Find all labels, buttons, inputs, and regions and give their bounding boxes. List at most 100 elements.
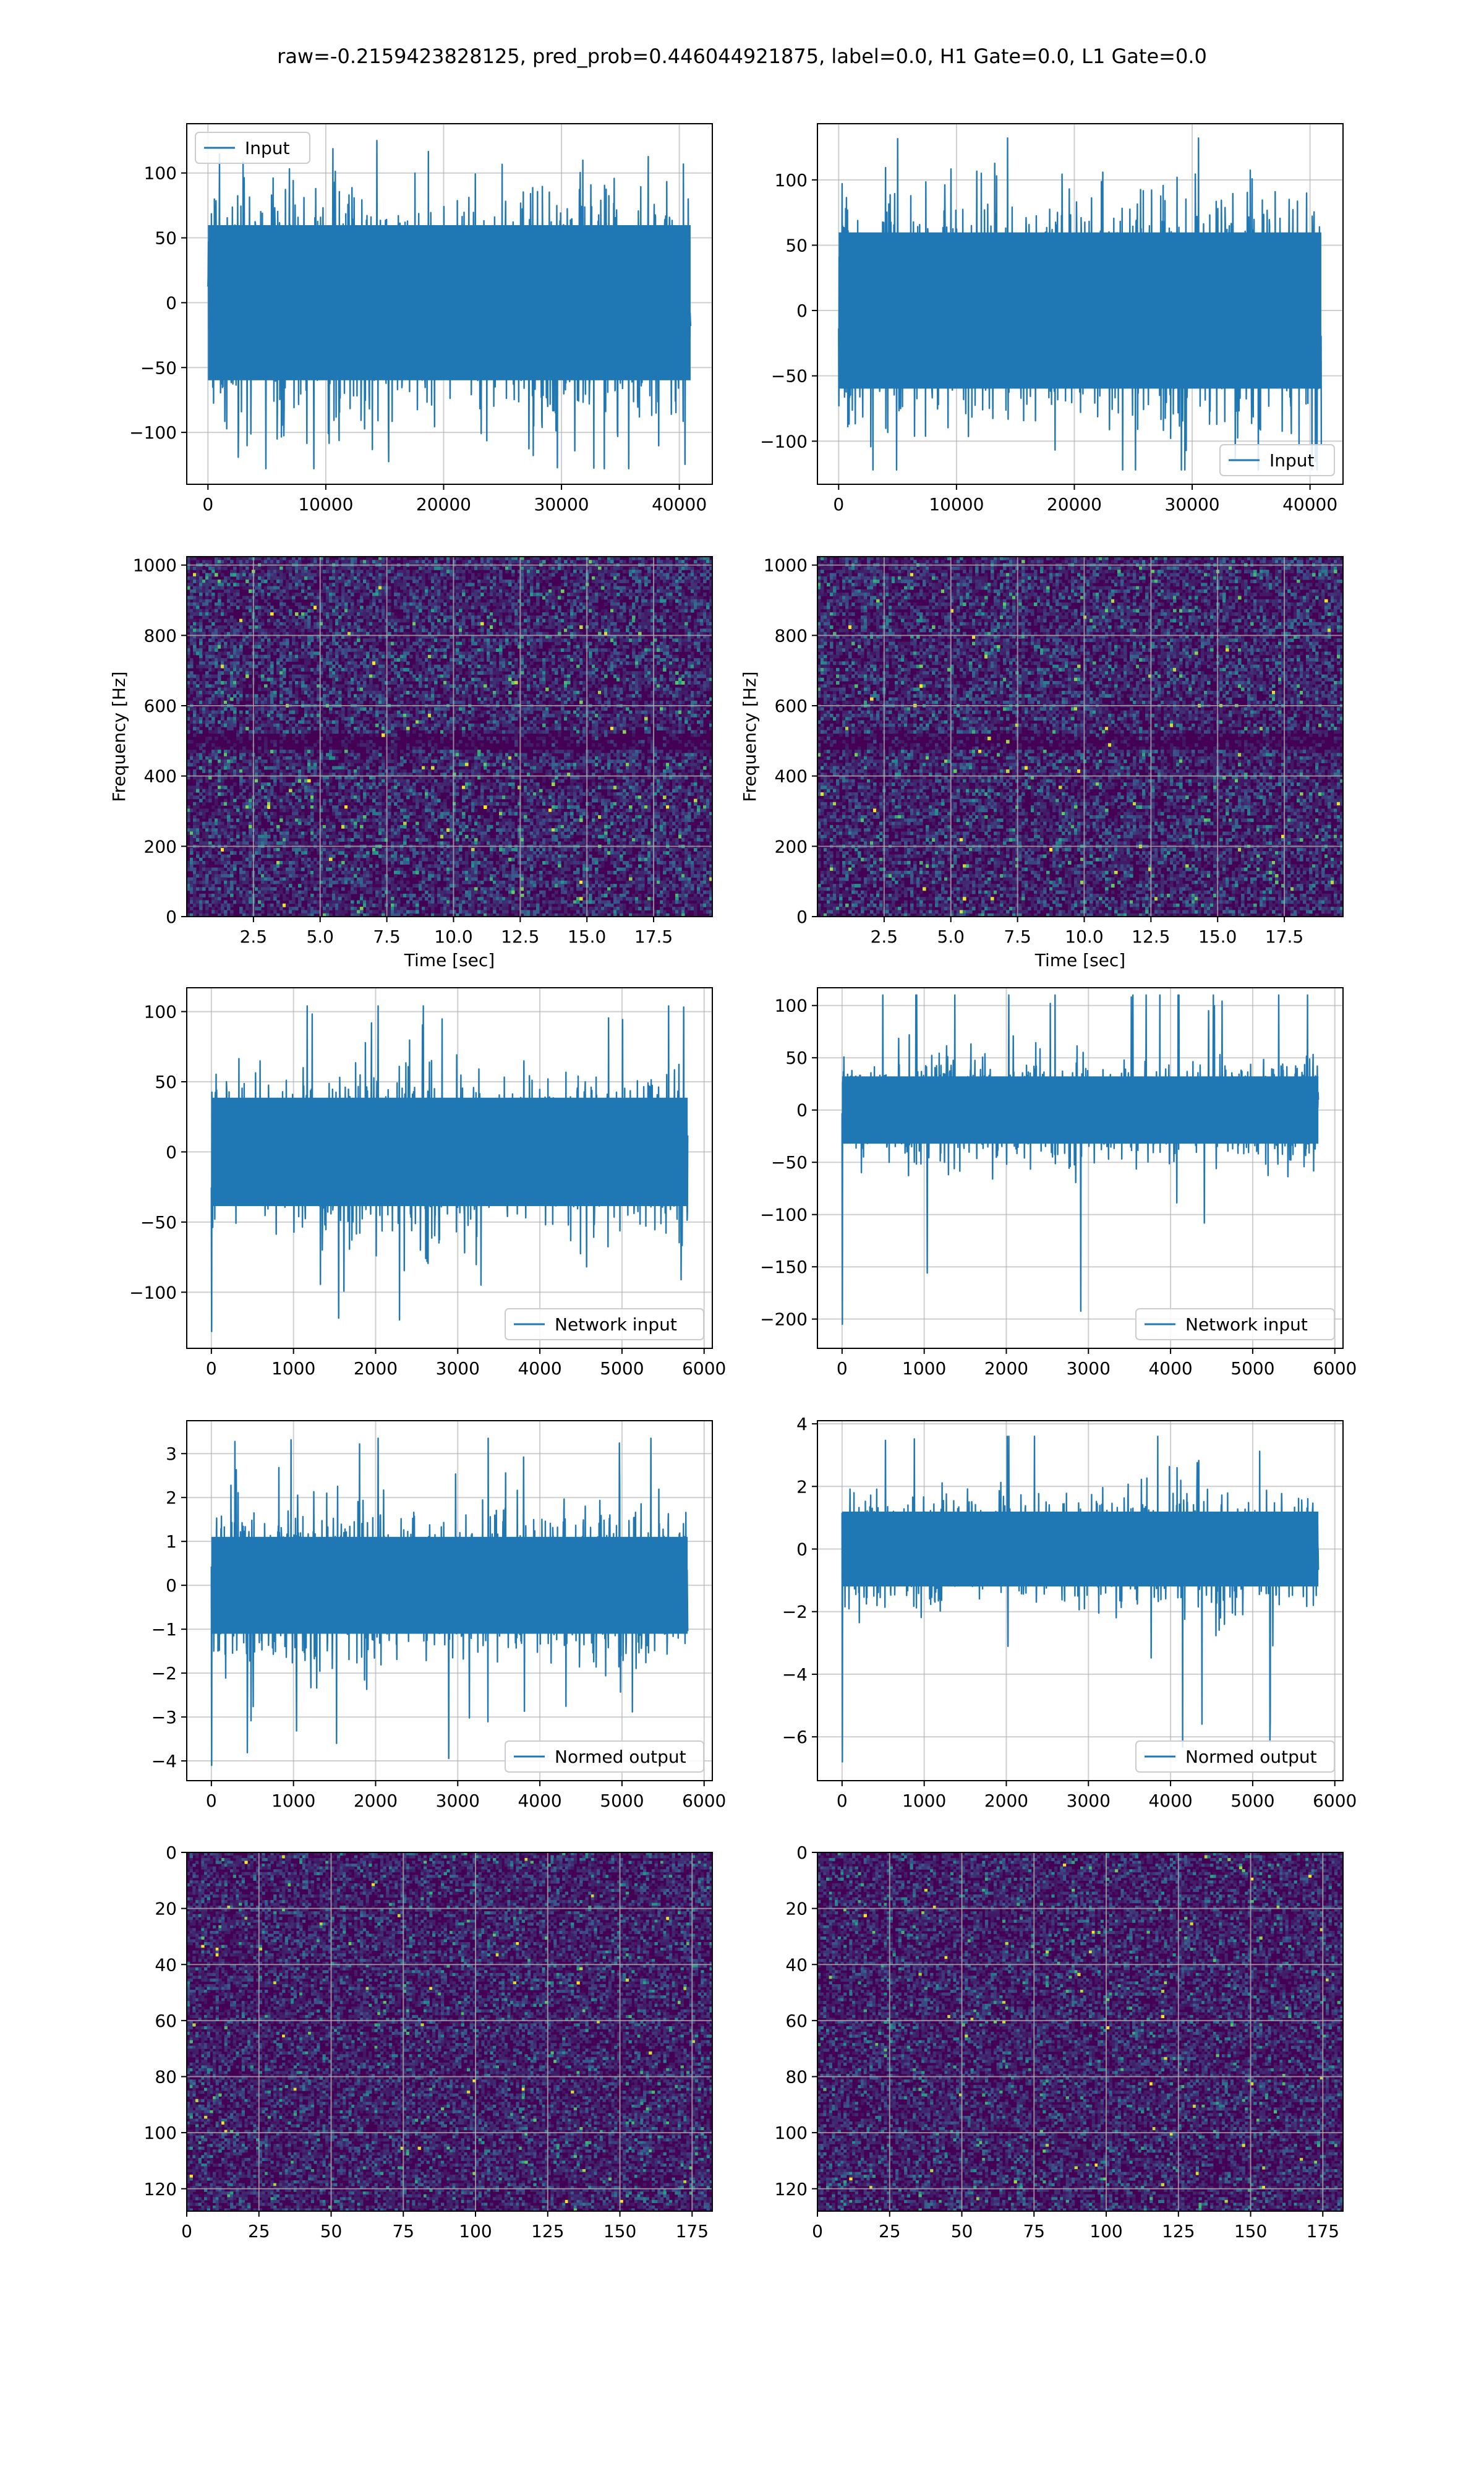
y-tick-label: −3 (151, 1707, 177, 1727)
y-tick-label: 600 (775, 696, 808, 716)
y-tick-label: 50 (785, 235, 808, 255)
y-tick-label: 60 (155, 2011, 177, 2031)
y-tick-label: 20 (785, 1899, 808, 1919)
x-axis-label: Time [sec] (404, 950, 495, 970)
y-tick-label: −100 (760, 431, 808, 452)
y-tick-label: 100 (775, 2123, 808, 2143)
y-tick-label: 1000 (133, 555, 177, 576)
h1-network-input-axes-frame (186, 987, 713, 1349)
h1-input-chart: 0 10000 20000 30000 40000 −100 −50 0 50 100 Input (129, 123, 713, 515)
l1-network-image-axes-frame (817, 1852, 1344, 2212)
y-tick-label: 1 (166, 1531, 177, 1552)
l1-input-series-core (838, 232, 1321, 389)
h1-network-input-legend: Network input (505, 1308, 704, 1340)
x-tick-label: 5.0 (937, 927, 965, 947)
y-tick-label: −100 (129, 1282, 177, 1303)
h1-network-input-series-core (211, 1097, 688, 1207)
x-tick-label: 4000 (1148, 1358, 1192, 1379)
l1-spectrogram-chart: 2.5 5.0 7.5 10.0 12.5 15.0 17.5 0 200 400 600 800 10… (740, 555, 1344, 970)
l1-normed-output-series-core (842, 1511, 1319, 1587)
x-tick-label: 0 (181, 2221, 192, 2241)
y-tick-label: −200 (760, 1309, 808, 1330)
x-tick-label: 5.0 (306, 927, 334, 947)
y-tick-label: 0 (796, 301, 808, 321)
x-tick-label: 1000 (271, 1358, 315, 1379)
h1-spectrogram-cells (187, 557, 712, 917)
y-tick-label: 0 (166, 1142, 177, 1162)
y-tick-label: −50 (140, 357, 177, 378)
y-tick-label: −50 (140, 1212, 177, 1233)
y-tick-label: 40 (785, 1954, 808, 1975)
y-tick-label: 80 (155, 2067, 177, 2087)
y-tick-label: 50 (155, 1072, 177, 1092)
h1-spectrogram-chart: 2.5 5.0 7.5 10.0 12.5 15.0 17.5 0 200 400 600 800 10… (109, 555, 713, 970)
h1-network-image-cells (187, 1852, 712, 2211)
x-tick-label: 4000 (1148, 1791, 1192, 1811)
legend-label: Normed output (555, 1747, 686, 1767)
x-tick-label: 10000 (298, 494, 353, 515)
y-tick-label: 3 (166, 1444, 177, 1464)
l1-spectrogram-cells (817, 557, 1343, 917)
y-tick-label: −4 (151, 1751, 177, 1771)
x-tick-label: 20000 (1047, 494, 1102, 515)
x-tick-label: 40000 (1282, 494, 1337, 515)
y-tick-label: 600 (144, 696, 177, 716)
x-tick-label: 25 (248, 2221, 270, 2241)
y-tick-label: 800 (775, 625, 808, 646)
x-tick-label: 75 (1023, 2221, 1045, 2241)
y-tick-label: −2 (782, 1602, 808, 1622)
y-tick-label: 0 (166, 1843, 177, 1863)
h1-input-legend: Input (195, 132, 310, 164)
y-tick-label: 40 (155, 1954, 177, 1975)
x-tick-label: 5000 (1230, 1358, 1274, 1379)
y-tick-label: 400 (144, 766, 177, 787)
legend-box (1219, 444, 1335, 476)
l1-input-legend: Input (1219, 444, 1335, 476)
l1-network-image-chart: 0 25 50 75 100 125 150 175 0 20 40 60 80 100 120 (775, 1843, 1344, 2241)
y-axis-label: Frequency [Hz] (109, 671, 129, 802)
h1-input-series-core (208, 225, 691, 380)
l1-normed-output-chart: 0 1000 2000 3000 4000 5000 6000 −6 −4 −2 0 2 4 Normed… (782, 1414, 1357, 1811)
y-tick-label: 1000 (764, 555, 808, 576)
y-tick-label: 800 (144, 625, 177, 646)
x-tick-label: 15.0 (568, 927, 606, 947)
l1-network-image-cells (817, 1852, 1343, 2211)
y-tick-label: 0 (166, 907, 177, 927)
y-tick-label: 0 (796, 1843, 808, 1863)
y-tick-label: 200 (775, 836, 808, 857)
legend-box (505, 1308, 704, 1340)
y-tick-label: 100 (775, 996, 808, 1016)
x-tick-label: 1000 (902, 1791, 946, 1811)
x-tick-label: 7.5 (373, 927, 401, 947)
y-tick-label: 100 (775, 170, 808, 190)
y-tick-label: 0 (166, 293, 177, 313)
x-tick-label: 10.0 (1065, 927, 1103, 947)
figure-title: raw=-0.2159423828125, pred_prob=0.446044… (0, 45, 1484, 68)
x-tick-label: 100 (1090, 2221, 1122, 2241)
x-tick-label: 2000 (354, 1791, 398, 1811)
x-tick-label: 0 (206, 1358, 217, 1379)
x-tick-label: 2000 (984, 1358, 1028, 1379)
l1-network-input-axes-frame (817, 987, 1344, 1349)
legend-label: Input (245, 138, 290, 158)
x-tick-label: 5000 (600, 1791, 644, 1811)
x-tick-label: 30000 (1165, 494, 1220, 515)
l1-input-axes-frame (817, 123, 1344, 485)
x-tick-label: 1000 (902, 1358, 946, 1379)
x-tick-label: 12.5 (1132, 927, 1170, 947)
y-tick-label: 0 (796, 907, 808, 927)
x-tick-label: 0 (833, 494, 844, 515)
x-tick-label: 6000 (682, 1791, 726, 1811)
x-tick-label: 30000 (534, 494, 589, 515)
legend-label: Normed output (1185, 1747, 1317, 1767)
l1-network-input-legend: Network input (1135, 1308, 1335, 1340)
x-tick-label: 25 (879, 2221, 901, 2241)
x-tick-label: 175 (676, 2221, 709, 2241)
y-tick-label: 50 (785, 1048, 808, 1068)
y-tick-label: 0 (166, 1575, 177, 1596)
l1-normed-output-series-line (841, 1436, 1320, 1763)
x-tick-label: 4000 (518, 1791, 561, 1811)
x-tick-label: 7.5 (1004, 927, 1031, 947)
y-tick-label: 2 (796, 1476, 808, 1497)
